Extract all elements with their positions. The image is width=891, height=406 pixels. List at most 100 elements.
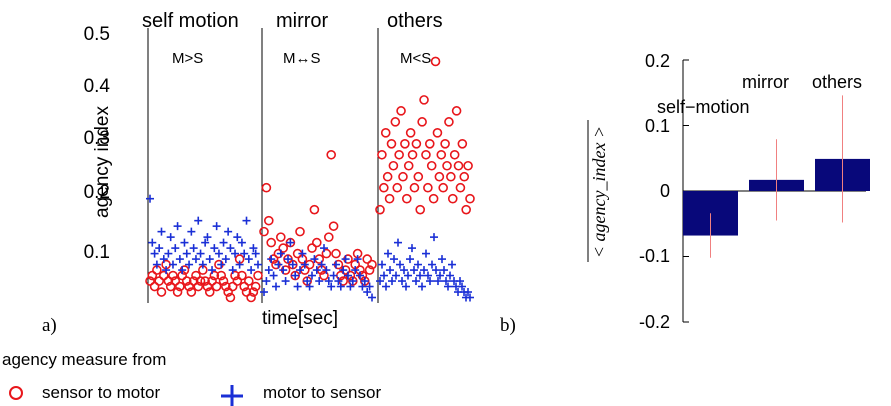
sensor-to-motor-point <box>195 276 206 286</box>
motor-to-sensor-point <box>442 277 450 286</box>
sensor-to-motor-point <box>379 182 389 193</box>
sensor-to-motor-point <box>463 160 473 171</box>
motor-to-sensor-point <box>155 244 164 253</box>
motor-to-sensor-point <box>351 266 360 275</box>
motor-to-sensor-point <box>363 288 372 297</box>
motor-to-sensor-point <box>378 260 386 269</box>
panel-b-ytick: 0.1 <box>645 116 670 136</box>
motor-to-sensor-point <box>293 282 302 291</box>
motor-to-sensor-point <box>168 260 177 269</box>
sensor-to-motor-point <box>158 270 169 281</box>
panel-a-ytick: 0.3 <box>84 128 110 149</box>
panel-a-ytick: 0.5 <box>84 24 110 45</box>
sensor-to-motor-point <box>421 149 431 160</box>
sensor-to-motor-point <box>156 287 167 297</box>
sensor-to-motor-point <box>154 276 164 286</box>
sensor-to-motor-point <box>380 128 391 138</box>
sensor-to-motor-point <box>432 128 443 138</box>
motor-to-sensor-point <box>400 266 408 275</box>
panel-b: 0.2 0.1 0 -0.1 -0.2 < agency_index > sel… <box>500 51 870 336</box>
panel-a-label: a) <box>42 315 57 336</box>
motor-to-sensor-point <box>198 260 207 269</box>
motor-to-sensor-point <box>274 260 283 269</box>
motor-to-sensor-point <box>336 282 345 291</box>
sensor-to-motor-point <box>188 276 199 286</box>
motor-to-sensor-point <box>291 271 300 280</box>
sensor-to-motor-point <box>367 259 377 270</box>
motor-to-sensor-point <box>324 277 333 286</box>
sensor-to-motor-point <box>419 95 429 105</box>
motor-to-sensor-point <box>317 260 326 269</box>
motor-to-sensor-point <box>242 216 251 225</box>
sensor-to-motor-point <box>388 160 399 171</box>
motor-to-sensor-point <box>420 266 428 275</box>
motor-to-sensor-point <box>269 271 278 280</box>
sensor-to-motor-point <box>263 215 274 226</box>
sensor-to-motor-point <box>451 106 462 116</box>
motor-to-sensor-point <box>329 271 338 280</box>
motor-to-sensor-point <box>164 249 173 258</box>
motor-to-sensor-point <box>446 271 454 280</box>
motor-to-sensor-point <box>264 266 273 275</box>
sensor-to-motor-point <box>413 171 424 182</box>
motor-to-sensor-point <box>159 255 168 264</box>
sensor-to-motor-point <box>436 149 447 160</box>
legend-circle-marker <box>9 386 23 400</box>
motor-to-sensor-point <box>434 277 442 286</box>
sensor-to-motor-point <box>457 138 468 149</box>
motor-to-sensor-point <box>212 222 221 231</box>
subpanel-3-title: others <box>387 10 443 32</box>
sensor-to-motor-point <box>309 204 320 215</box>
motor-to-sensor-point <box>380 271 388 280</box>
sensor-to-motor-point <box>266 237 277 248</box>
sensor-to-motor-point <box>465 193 475 204</box>
motor-to-sensor-point <box>194 216 203 225</box>
motor-to-sensor-point <box>428 260 436 269</box>
motor-to-sensor-point <box>388 277 396 286</box>
motor-to-sensor-point <box>196 249 205 258</box>
motor-to-sensor-point <box>408 244 416 253</box>
motor-to-sensor-point <box>392 271 400 280</box>
sensor-to-motor-point <box>172 287 183 297</box>
panel-a-ytick: 0.4 <box>84 76 111 97</box>
sensor-to-motor-point <box>221 281 231 292</box>
subpanel-2-title: mirror <box>276 10 329 32</box>
sensor-to-motor-point <box>362 254 373 264</box>
motor-to-sensor-point <box>162 266 171 275</box>
motor-to-sensor-point <box>322 266 331 275</box>
sensor-to-motor-point <box>375 204 385 215</box>
motor-to-sensor-point <box>412 277 420 286</box>
motor-to-sensor-point <box>210 244 219 253</box>
motor-to-sensor-point <box>187 227 196 236</box>
motor-to-sensor-point <box>276 249 285 258</box>
motor-to-sensor-point <box>422 249 430 258</box>
motor-to-sensor-point <box>300 260 309 269</box>
motor-to-sensor-point <box>178 266 187 275</box>
motor-to-sensor-point <box>254 260 262 269</box>
motor-to-sensor-point <box>360 277 369 286</box>
bar-label-mirror: mirror <box>742 72 789 92</box>
sensor-to-motor-point <box>444 117 454 127</box>
motor-to-sensor-point <box>308 271 316 280</box>
sensor-to-motor-point <box>405 128 416 138</box>
motor-to-sensor-point <box>394 238 402 247</box>
motor-to-sensor-point <box>237 238 246 247</box>
motor-to-sensor-point <box>157 227 166 236</box>
sensor-to-motor-point <box>426 160 437 171</box>
motor-to-sensor-point <box>182 249 191 258</box>
motor-to-sensor-point <box>382 282 390 291</box>
sensor-to-motor-point <box>398 171 408 182</box>
motor-to-sensor-point <box>414 260 422 269</box>
sensor-to-motor-point <box>275 232 286 242</box>
sensor-to-motor-point <box>392 182 403 193</box>
motor-to-sensor-point <box>334 277 343 286</box>
sensor-to-motor-point <box>246 292 256 303</box>
panel-b-bars <box>683 95 870 258</box>
sensor-to-motor-point <box>430 56 441 67</box>
motor-to-sensor-point <box>249 244 258 253</box>
motor-to-sensor-point <box>310 255 319 264</box>
sensor-to-motor-point <box>204 287 215 297</box>
motor-to-sensor-point <box>368 293 376 302</box>
motor-to-sensor-point <box>189 244 198 253</box>
